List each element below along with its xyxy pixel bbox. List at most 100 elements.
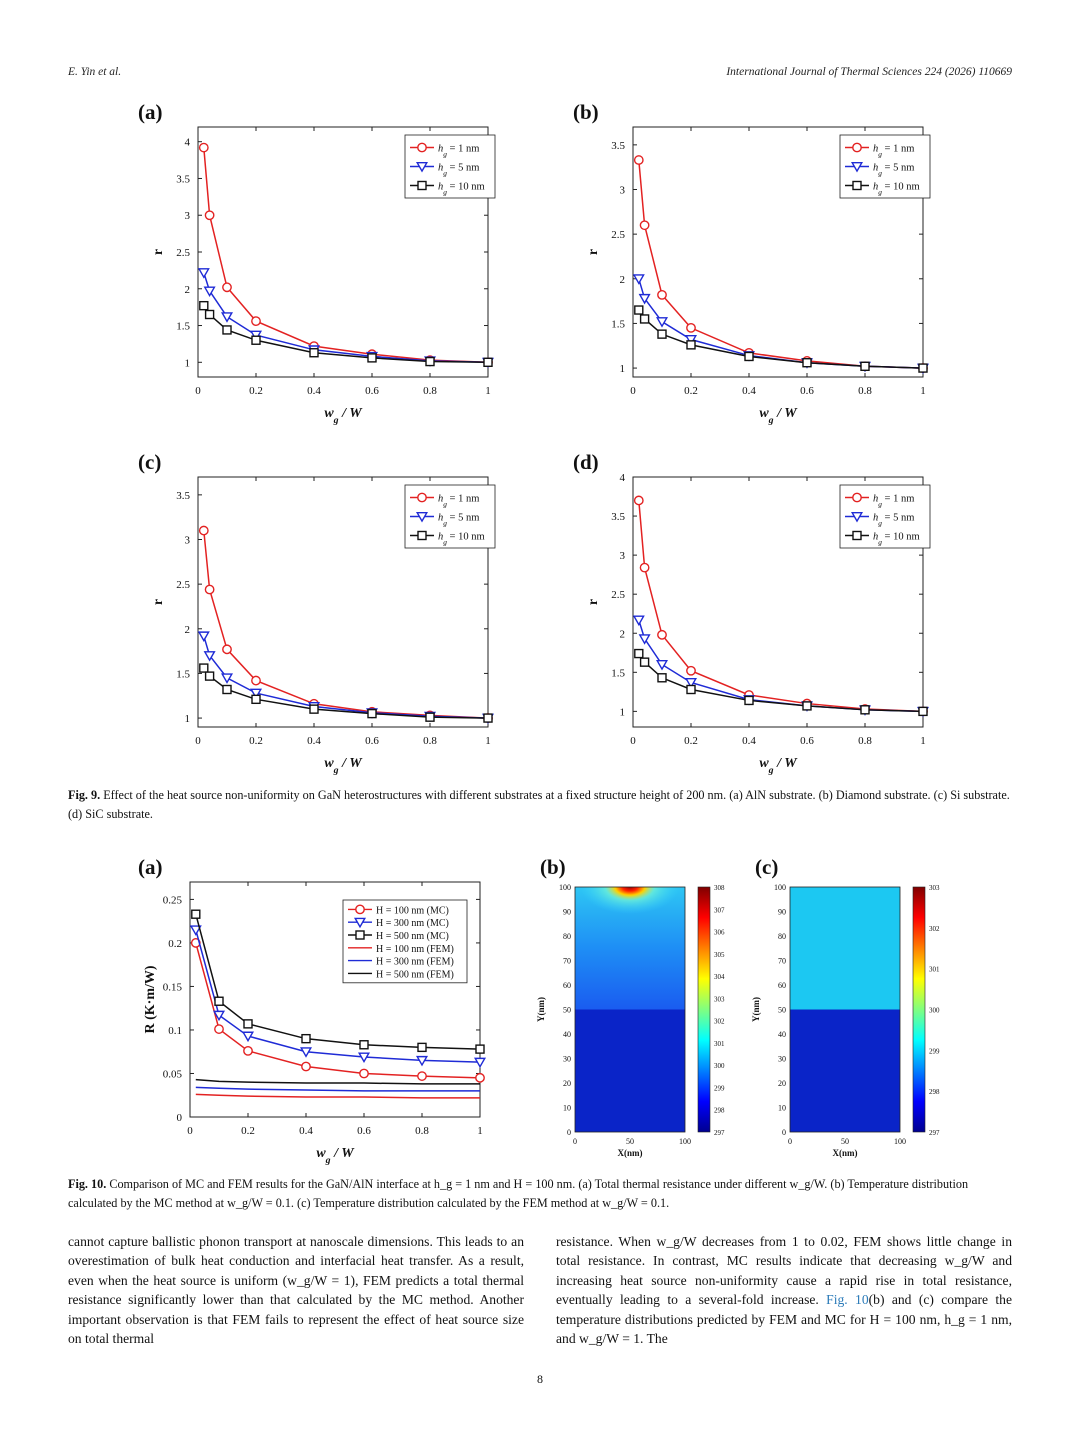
data-point: [299, 1047, 313, 1058]
y-tick-label: 0.25: [163, 894, 183, 906]
fig10-caption: Fig. 10. Comparison of MC and FEM result…: [68, 1175, 1012, 1213]
data-point: [203, 651, 216, 662]
data-point: [655, 317, 669, 328]
colorbar-tick-label: 301: [714, 1040, 725, 1048]
data-point: [657, 629, 667, 640]
y-tick-label: 1: [620, 363, 626, 375]
x-tick-label: 0.4: [299, 1125, 313, 1137]
x-tick-label: 0.8: [858, 385, 872, 397]
running-head-journal: International Journal of Thermal Science…: [726, 66, 1012, 78]
fig10-reference-link[interactable]: Fig. 10: [826, 1292, 869, 1308]
y-tick-label: 2.5: [176, 579, 190, 591]
x-tick-label: 0.6: [800, 735, 814, 747]
substrate-region: [575, 1009, 685, 1132]
legend-marker: [417, 492, 427, 503]
legend-entry: H = 100 nm (MC): [376, 905, 449, 916]
series-1: [198, 525, 493, 723]
y-tick-label: 1.5: [176, 321, 190, 333]
data-point: [301, 1061, 311, 1072]
legend-marker: [850, 511, 864, 523]
colorbar-tick-label: 306: [714, 929, 725, 937]
data-point: [301, 1033, 311, 1044]
x-tick-label: 0.4: [307, 735, 321, 747]
legend-marker: [355, 904, 365, 915]
x-tick-label: 0: [573, 1137, 577, 1146]
series-5: [195, 1086, 480, 1092]
data-point: [222, 282, 232, 293]
data-point: [249, 330, 263, 342]
data-point: [860, 361, 870, 371]
x-tick-label: 0.6: [365, 385, 379, 397]
colorbar-tick-label: 299: [714, 1084, 725, 1092]
data-point: [212, 1010, 226, 1022]
x-tick-label: 0: [630, 735, 636, 747]
x-tick-label: 1: [920, 385, 926, 397]
legend-marker: [850, 161, 864, 173]
y-tick-label: 50: [778, 1006, 786, 1015]
data-point: [639, 657, 650, 667]
data-point: [425, 356, 435, 367]
data-point: [638, 634, 651, 645]
body-text-right-part2: (b) and (c) compare the temperature dist…: [556, 1292, 1013, 1347]
axes-frame: [632, 126, 924, 378]
data-point: [638, 293, 651, 305]
x-tick-label: 1: [920, 735, 926, 747]
data-point: [634, 648, 644, 659]
y-axis-label: r: [151, 599, 166, 605]
data-point: [214, 1024, 224, 1034]
series-line: [203, 272, 489, 364]
y-tick-label: 2: [620, 274, 626, 286]
y-tick-label: 1.5: [611, 318, 625, 330]
data-point: [241, 1031, 255, 1043]
data-point: [415, 1055, 429, 1067]
data-point: [425, 712, 435, 722]
x-tick-label: 0.2: [249, 385, 263, 397]
axes-frame: [632, 476, 924, 728]
legend-entry: hg = 5 nm: [438, 513, 479, 528]
data-point: [204, 671, 215, 681]
data-point: [483, 713, 493, 723]
colorbar-tick-label: 303: [929, 884, 940, 892]
series-line: [203, 147, 489, 364]
y-tick-label: 0: [177, 1112, 183, 1124]
fig9-caption-label: Fig. 9.: [68, 788, 101, 802]
legend-entry: hg = 10 nm: [438, 532, 485, 547]
x-tick-label: 0.2: [241, 1125, 255, 1137]
colorbar-tick-label: 297: [714, 1129, 725, 1137]
y-tick-label: 10: [778, 1104, 786, 1113]
data-point: [483, 357, 493, 367]
y-tick-label: 50: [563, 1006, 571, 1015]
data-point: [657, 673, 667, 683]
x-tick-label: 0: [630, 385, 636, 397]
legend-entry: hg = 10 nm: [873, 532, 920, 547]
x-tick-label: 0: [788, 1137, 792, 1146]
x-tick-label: 1: [485, 385, 491, 397]
fig10-panel-c-heatmap: (c) 0 10 20 30 40 50 60 70 80 90 100 0 50 100 X(nm) Y(nm…: [751, 855, 940, 1158]
series-line: [203, 530, 489, 719]
y-axis-label: Y(nm): [751, 997, 761, 1022]
data-point: [191, 909, 201, 919]
y-tick-label: 60: [778, 981, 786, 990]
fig9-caption-text: Effect of the heat source non-uniformity…: [68, 788, 1010, 821]
y-tick-label: 90: [778, 908, 786, 917]
series-3: [191, 909, 485, 1054]
y-tick-label: 30: [563, 1055, 571, 1064]
x-axis-label: X(nm): [833, 1148, 858, 1158]
x-tick-label: 1: [485, 735, 491, 747]
data-point: [639, 314, 650, 324]
data-point: [686, 340, 696, 350]
panel-label: (c): [755, 855, 778, 879]
x-tick-label: 0: [195, 735, 201, 747]
x-tick-label: 0.2: [684, 735, 698, 747]
data-point: [222, 325, 232, 335]
y-tick-label: 4: [620, 472, 626, 484]
legend-entry: H = 300 nm (FEM): [376, 957, 454, 968]
legend-marker: [852, 530, 862, 541]
panel-label: (d): [573, 450, 599, 474]
legend-marker: [852, 142, 862, 153]
y-tick-label: 0.05: [163, 1068, 183, 1080]
legend-entry: hg = 5 nm: [438, 163, 479, 178]
data-point: [744, 695, 754, 706]
y-tick-label: 0.2: [168, 938, 182, 950]
y-tick-label: 3.5: [611, 140, 625, 152]
